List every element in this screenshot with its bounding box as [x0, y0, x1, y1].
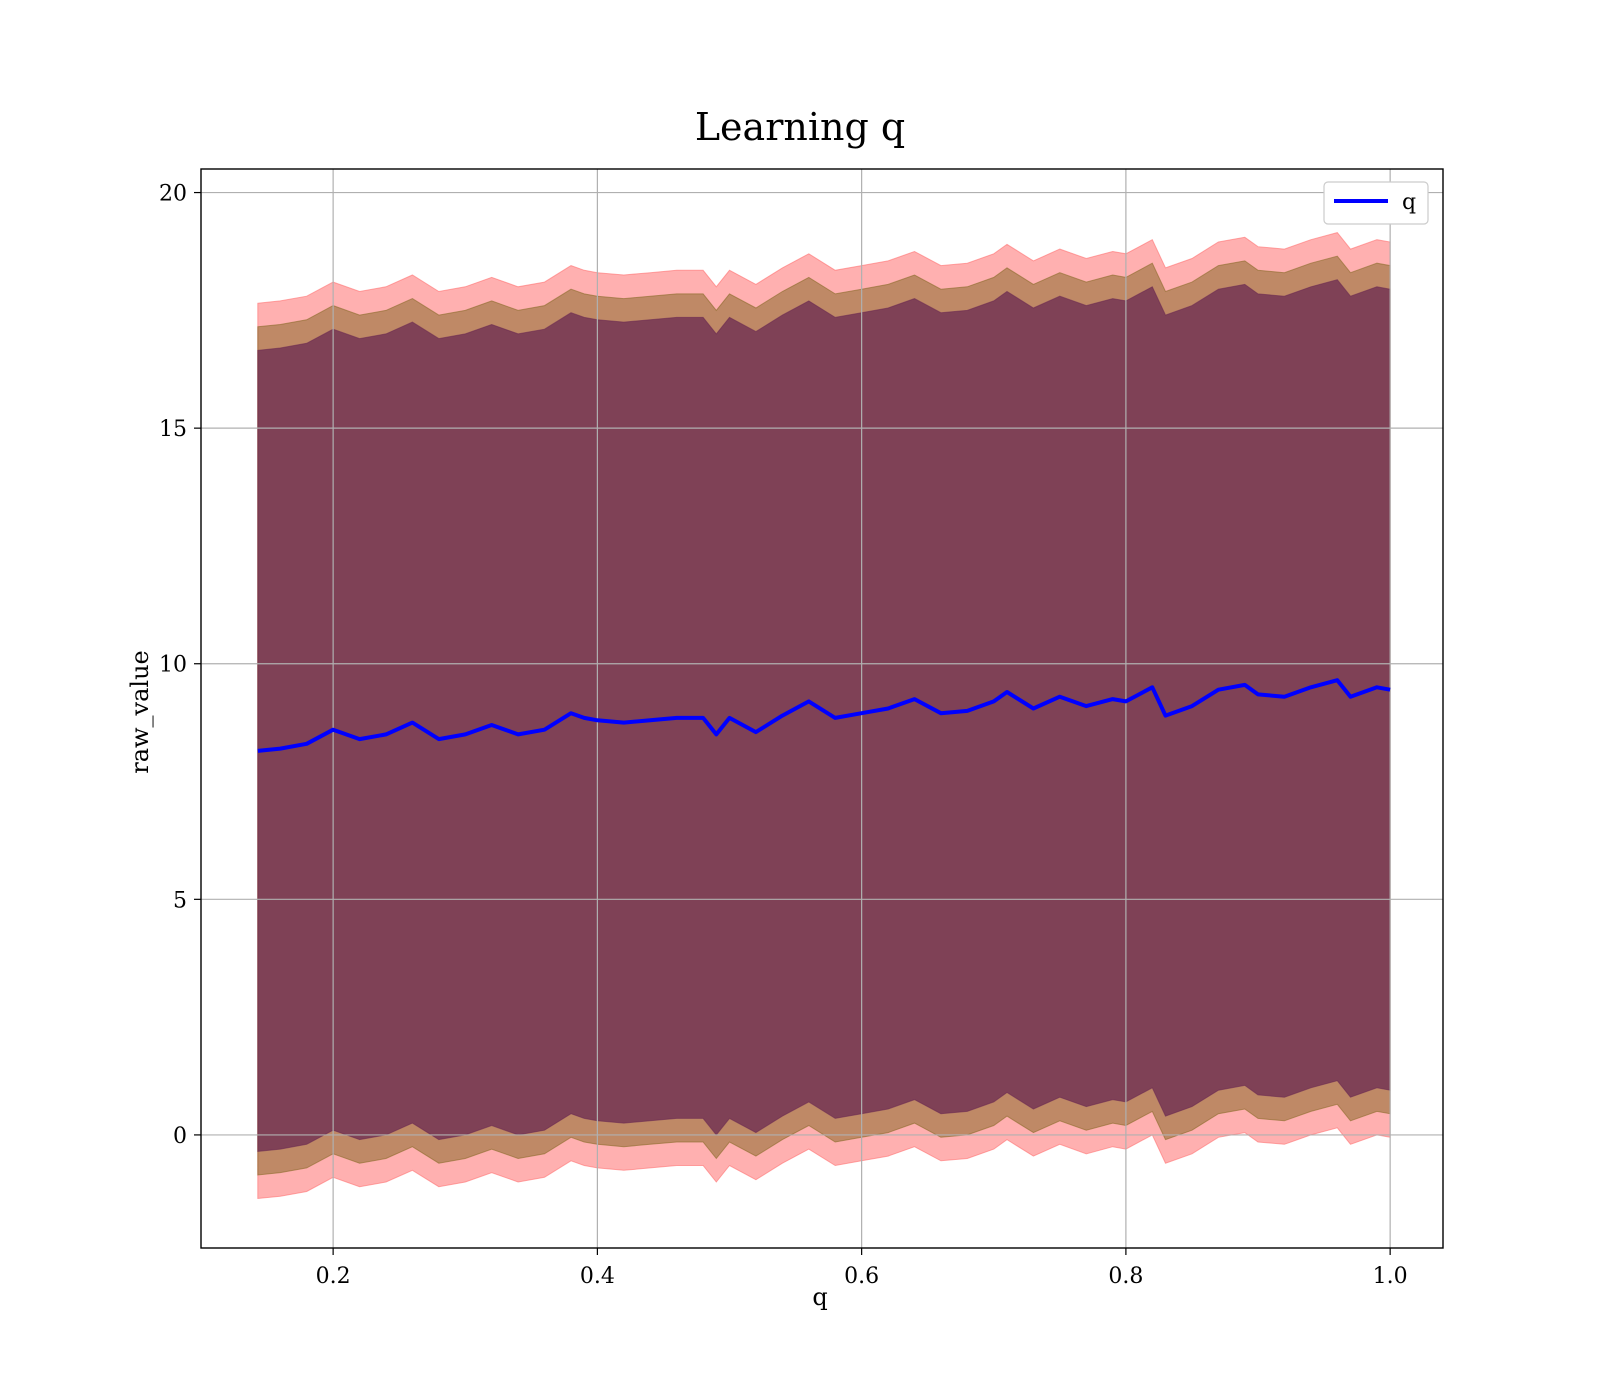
plot-area: 0.2 0.4 0.6 0.8 1.0 0 5 10 15 20	[159, 168, 1444, 1289]
x-tick-label: 0.6	[844, 1264, 879, 1289]
legend: q	[1323, 181, 1429, 225]
x-tick-label: 0.8	[1108, 1264, 1143, 1289]
band-inner	[257, 279, 1391, 1152]
y-axis-label: raw_value	[126, 650, 154, 774]
y-tick-label: 0	[173, 1124, 187, 1149]
chart-title: Learning q	[695, 105, 905, 149]
y-tick-label: 10	[159, 653, 187, 678]
axes-frame	[200, 168, 1444, 1249]
y-tick-label: 15	[159, 417, 187, 442]
x-tick-label: 0.2	[316, 1264, 351, 1289]
legend-entry-q: q	[1402, 190, 1416, 215]
y-tick-label: 20	[159, 182, 187, 207]
x-tick-label: 1.0	[1373, 1264, 1408, 1289]
x-axis-label: q	[812, 1283, 827, 1311]
series-line-q	[257, 678, 1391, 753]
y-tick-label: 5	[173, 888, 187, 913]
x-tick-label: 0.4	[580, 1264, 615, 1289]
